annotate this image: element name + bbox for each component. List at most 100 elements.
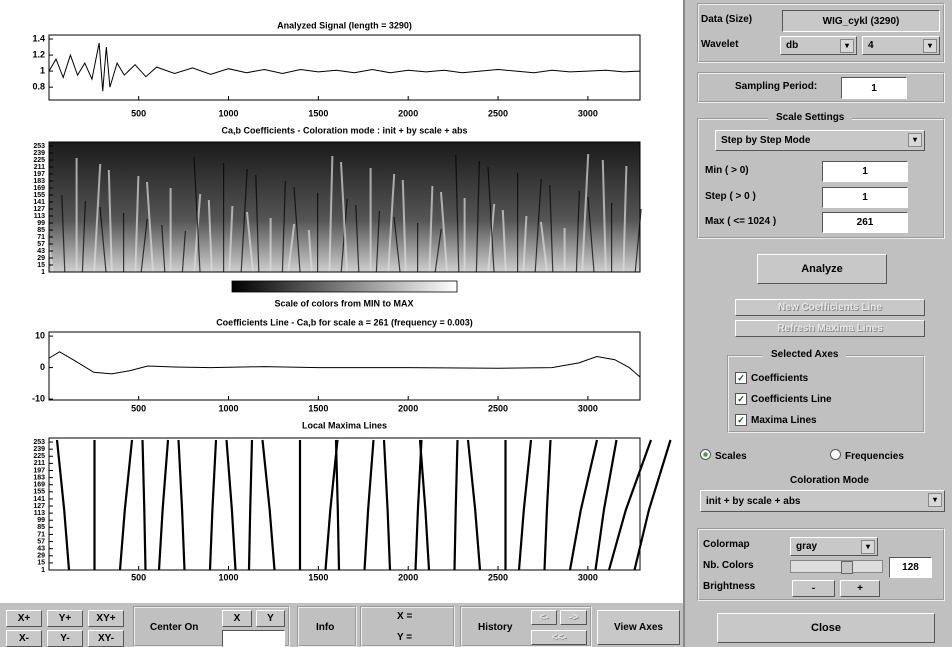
label: Data (Size) [701,14,753,25]
scalogram-ridge [534,178,542,273]
info-frame [297,606,357,647]
brightness-minus[interactable]: - [792,580,835,597]
x-tick-label: 2000 [398,403,418,413]
maxima-line [543,439,552,571]
scalogram-ridge [61,194,66,273]
y-tick-label: 253 [33,439,45,446]
history-first: <<- [531,630,587,645]
scalogram-ridge [99,206,107,273]
zoom-button[interactable]: Y+ [47,610,83,627]
slider[interactable] [790,560,883,574]
y-tick-label: 43 [37,546,45,553]
radio[interactable]: Scales [700,449,747,462]
checkbox[interactable]: Coefficients [735,372,808,384]
y-tick-label: 29 [37,553,45,560]
y-tick-label: 57 [37,538,45,545]
y-tick-label: 1.2 [32,49,45,59]
max-input[interactable]: 261 [822,212,908,233]
x-tick-label: 1500 [308,108,328,118]
x-tick-label: 1000 [218,572,238,582]
scalogram-ridge [181,230,186,273]
maxima-line [55,439,71,571]
y-tick-label: 197 [33,171,45,178]
nb-colors-input[interactable]: 128 [889,557,932,578]
maxima-line [157,439,170,571]
coloration-mode[interactable]: init + by scale + abs [700,490,945,512]
y-tick-label: 10 [35,330,45,340]
y-tick-label: 211 [34,460,45,467]
maxima-line [607,439,653,571]
x-tick-label: 1000 [218,403,238,413]
x-tick-label: 2500 [488,572,508,582]
y-tick-label: 1 [40,65,45,75]
colormap[interactable]: gray [790,537,878,556]
label: Brightness [703,581,756,592]
x-tick-label: 3000 [578,108,598,118]
maxima-line [141,439,147,571]
x-tick-label: 1500 [308,403,328,413]
axes-frame [48,331,641,401]
min-input[interactable]: 1 [822,161,908,182]
brightness-plus[interactable]: + [840,580,880,597]
wavelet-number[interactable]: 4 [862,36,940,55]
axes-frame [48,34,641,101]
signal-line [48,351,641,378]
y-tick-label: 141 [33,496,45,503]
scalogram-ridge [81,200,86,273]
y-tick-label: 169 [33,482,45,489]
analyze-button[interactable]: Analyze [757,254,887,284]
scalogram-ridge [622,165,628,273]
scalogram-ridge [355,204,360,273]
view-axes-button[interactable]: View Axes [597,610,680,645]
scale-mode[interactable]: Step by Step Mode [715,130,925,151]
y-tick-label: 183 [33,178,45,185]
scalogram-ridge [340,161,348,273]
history-frame [460,606,592,647]
center-y[interactable]: Y [256,610,285,627]
y-tick-label: 0 [40,362,45,372]
label: Step ( > 0 ) [705,191,756,202]
y-tick-label: 141 [33,199,45,206]
zoom-button[interactable]: XY+ [88,610,124,627]
checkbox[interactable]: Coefficients Line [735,393,832,405]
maxima-line [382,439,392,571]
scalogram-ridge [587,196,595,273]
zoom-button[interactable]: X+ [6,610,42,627]
maxima-line [334,439,341,571]
center-x[interactable]: X [222,610,252,627]
scalogram-ridge [328,155,334,273]
y-tick-label: 169 [33,185,45,192]
checkbox[interactable]: Maxima Lines [735,414,817,426]
zoom-button[interactable]: X- [6,630,42,647]
scalogram-ridge [255,174,260,273]
step-input[interactable]: 1 [822,187,908,208]
y-tick-label: 127 [33,503,45,510]
scalogram-ridge [581,153,590,273]
wavelet-family[interactable]: db [780,36,857,55]
scalogram-ridge [161,224,166,273]
scalogram-ridge [549,184,554,273]
close-button[interactable]: Close [717,613,935,643]
scalogram-ridge [193,193,202,273]
center-input[interactable] [222,630,285,647]
signal-line [48,42,641,92]
zoom-button[interactable]: Y- [47,630,83,647]
scalogram-ridge [540,221,548,273]
label: Center On [150,622,199,633]
x-tick-label: 500 [131,572,146,582]
axes-frame [48,141,641,273]
y-tick-label: 99 [37,220,45,227]
axes-bg [49,35,640,100]
maxima-line [517,439,533,571]
maxima-line [247,439,254,571]
label: Colormap [703,539,750,550]
scalogram-ridge [575,190,580,273]
radio[interactable]: Frequencies [830,449,904,462]
zoom-button[interactable]: XY- [88,630,124,647]
info-values [360,606,455,647]
scalogram-ridge [134,175,140,273]
scalogram-ridge [287,223,296,273]
label: Coloration Mode [790,475,869,486]
sampling-input[interactable]: 1 [841,77,907,99]
label: Nb. Colors [703,560,754,571]
